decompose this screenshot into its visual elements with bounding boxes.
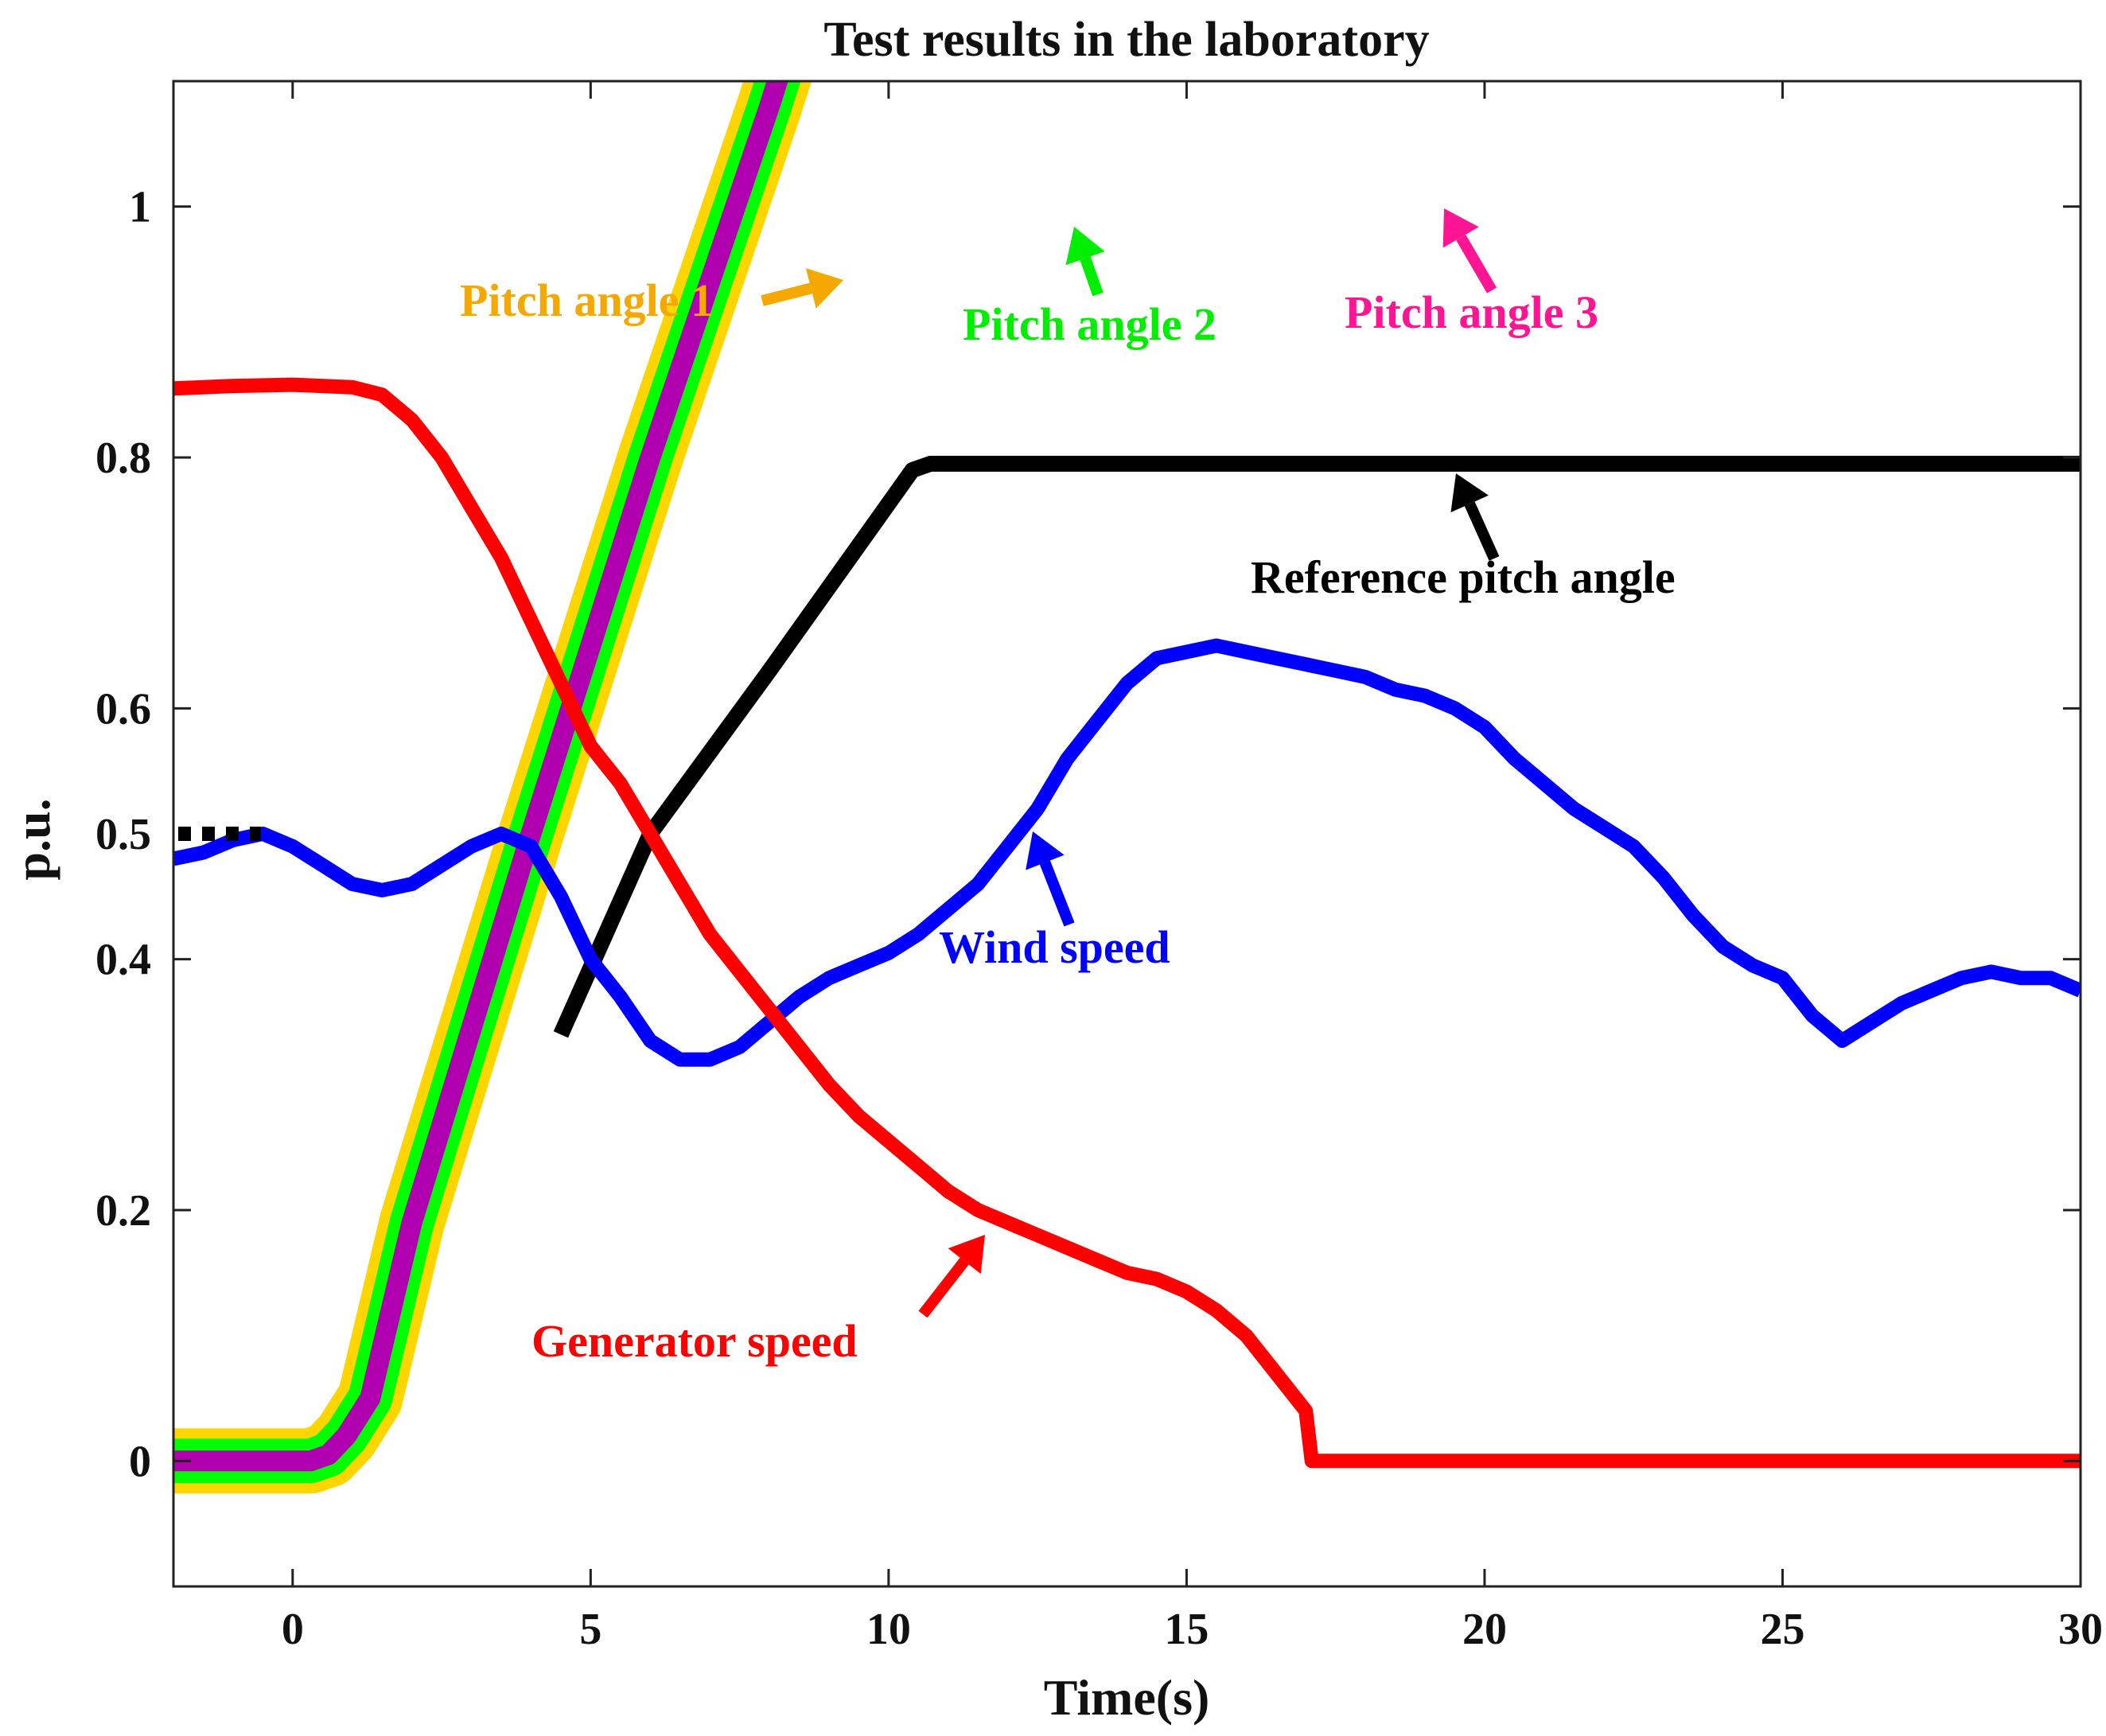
annotation-pitch-angle-3: Pitch angle 3 <box>1345 208 1598 338</box>
annotation-generator-speed: Generator speed <box>531 1235 985 1367</box>
y-tick-label: 0.2 <box>95 1186 151 1236</box>
annotation-arrow-head <box>1026 831 1065 870</box>
annotation-arrow-shaft <box>918 1257 969 1318</box>
annotation-arrow-shaft <box>1080 256 1104 297</box>
series-line-reference-pitch-angle <box>553 455 2081 1038</box>
annotation-label: Generator speed <box>531 1315 858 1367</box>
annotation-arrow-head <box>1065 227 1105 266</box>
x-tick-label: 20 <box>1462 1605 1507 1654</box>
annotation-label: Reference pitch angle <box>1251 551 1676 603</box>
chart-title: Test results in the laboratory <box>823 13 1429 67</box>
x-tick-label: 25 <box>1760 1605 1804 1654</box>
plot-frame <box>172 80 2082 1588</box>
annotation-arrow-head <box>805 268 843 309</box>
series-line-pitch-angle-1 <box>173 81 812 1494</box>
annotation-arrow-shaft <box>1464 501 1500 561</box>
y-tick-label: 0.4 <box>95 936 151 985</box>
annotation-label: Wind speed <box>939 921 1170 973</box>
annotation-arrow-shaft <box>1039 860 1075 927</box>
x-tick-label: 30 <box>2058 1605 2103 1654</box>
annotation-wind-speed: Wind speed <box>939 831 1170 973</box>
annotation-arrow-head <box>1450 473 1489 512</box>
y-tick-label: 0.5 <box>95 810 151 859</box>
annotation-label: Pitch angle 3 <box>1345 286 1598 338</box>
series-line-generator-speed <box>173 377 2081 1469</box>
y-tick-label: 0.6 <box>95 684 151 734</box>
x-tick-label: 5 <box>579 1605 601 1654</box>
annotation-label: Pitch angle 1 <box>460 274 714 326</box>
y-tick-label: 1 <box>129 183 151 232</box>
annotation-pitch-angle-2: Pitch angle 2 <box>963 227 1216 350</box>
series-line-pitch-angle-3 <box>173 81 788 1472</box>
annotation-arrow-head <box>1442 208 1479 248</box>
annotation-label: Pitch angle 2 <box>963 298 1216 350</box>
series-line-wind-speed <box>173 638 2081 1067</box>
annotation-pitch-angle-1: Pitch angle 1 <box>460 268 843 326</box>
annotation-arrow-shaft <box>1456 234 1497 294</box>
annotation-layer: Pitch angle 1 Pitch angle 2 Pitch angle 3 R… <box>460 208 1676 1367</box>
y-tick-label: 0.8 <box>95 434 151 483</box>
x-tick-label: 15 <box>1164 1605 1209 1654</box>
x-tick-label: 10 <box>866 1605 911 1654</box>
y-tick-label: 0 <box>129 1437 151 1486</box>
tick-layer: 0 5 10 15 20 25 30 0 0.2 0.4 0.5 0.6 0.8 1 <box>95 81 2103 1654</box>
annotation-arrow-shaft <box>761 282 813 306</box>
y-axis-label: p.u. <box>4 798 60 880</box>
annotation-arrow-head <box>948 1235 985 1275</box>
series-layer <box>173 81 2081 1494</box>
annotation-reference-pitch-angle: Reference pitch angle <box>1251 473 1676 603</box>
x-tick-label: 0 <box>282 1605 304 1654</box>
x-axis-label: Time(s) <box>1044 1669 1210 1726</box>
series-line-pitch-angle-2 <box>173 81 801 1484</box>
